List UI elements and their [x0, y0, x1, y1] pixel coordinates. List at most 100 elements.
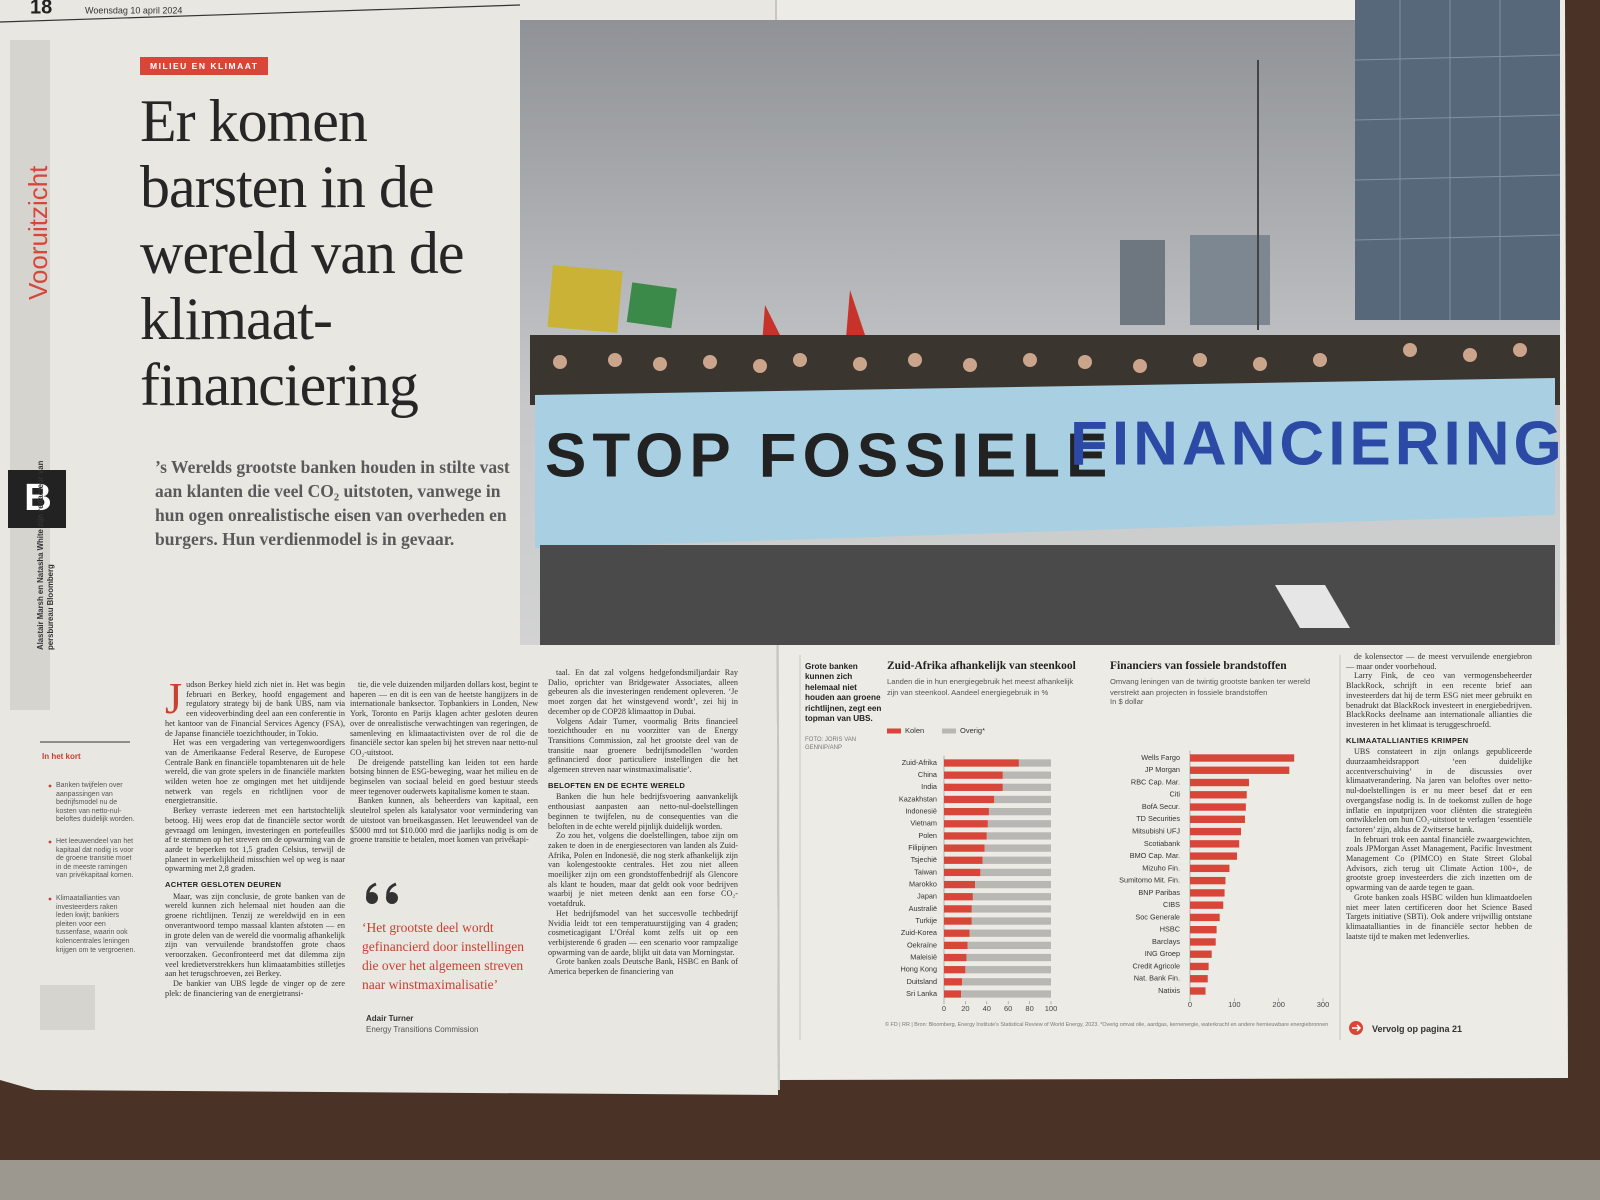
category-label: Duitsland — [907, 977, 937, 986]
bar-segment — [944, 929, 970, 937]
category-label: Credit Agricole — [1133, 961, 1180, 970]
continued: Vervolg op pagina 21 — [1372, 1024, 1463, 1034]
category-label: CIBS — [1163, 900, 1180, 909]
bar — [1190, 913, 1220, 922]
bar — [1190, 987, 1206, 995]
category-label: Kazakhstan — [899, 794, 937, 803]
x-tick-label: 80 — [1025, 1004, 1033, 1013]
section-letter: B — [24, 477, 51, 519]
category-label: BNP Paribas — [1138, 888, 1180, 897]
category-label: Polen — [918, 831, 937, 840]
text-column: taal. En dat zal volgens hedgefondsmilja… — [548, 668, 738, 1046]
bar-segment — [944, 807, 989, 816]
category-label: BMO Cap. Mar. — [1130, 851, 1180, 860]
bar-segment — [962, 978, 1051, 986]
x-tick-label: 0 — [942, 1004, 946, 1013]
banner-text: FINANCIERING — [1070, 409, 1566, 478]
bar-segment — [971, 917, 1051, 925]
arrow-glyph — [1352, 1024, 1362, 1032]
subheading: ACHTER GESLOTEN DEUREN — [165, 880, 282, 890]
quote-author: Adair Turner — [366, 1014, 414, 1023]
bar-segment — [944, 856, 983, 864]
photo-credit: FOTO: JORIS VAN GENNIP/ANP — [805, 737, 857, 751]
section-box — [8, 470, 66, 528]
category-label: Mizuho Fin. — [1142, 863, 1180, 872]
category-label: Vietnam — [910, 819, 937, 828]
category-label: ING Groep — [1145, 949, 1180, 958]
bar-segment — [944, 966, 966, 974]
bar-segment — [944, 832, 987, 840]
category-label: HSBC — [1160, 925, 1180, 934]
paragraph: In februari trok een aantal financiële z… — [1346, 834, 1532, 893]
bar-segment — [944, 893, 973, 901]
x-tick-label: 20 — [961, 1004, 969, 1013]
chart-title: Financiers van fossiele brandstoffen — [1110, 660, 1287, 672]
building — [1190, 235, 1270, 325]
bar-segment — [986, 832, 1051, 840]
bar-segment — [975, 880, 1051, 889]
text-column: tie, die vele duizenden miljarden dollar… — [350, 680, 538, 880]
building-lines — [1354, 0, 1561, 320]
quote-marks — [366, 882, 398, 904]
building — [1120, 240, 1165, 325]
bar-segment — [972, 893, 1051, 901]
x-tick-label: 300 — [1317, 1000, 1330, 1009]
bar-segment — [965, 966, 1051, 974]
bar — [1190, 827, 1241, 836]
paragraph: Het bedrijfsmodel van het succesvolle te… — [548, 908, 738, 957]
bar — [1190, 803, 1246, 811]
building — [1355, 0, 1560, 320]
banner — [535, 378, 1555, 548]
bar — [1190, 950, 1212, 958]
category-label: Taiwan — [914, 867, 937, 876]
sidebar-item: Banken twijfelen over aanpassingen van b… — [56, 782, 135, 824]
photo-caption: Grote banken kunnen zich helemaal niet h… — [805, 662, 882, 724]
paragraph: Zo zou het, volgens die doelstellingen, … — [548, 831, 738, 909]
sidebar-item: Klimaatallianties van investeerders rake… — [56, 895, 136, 954]
paragraph: Grote banken zoals Deutsche Bank, HSBC e… — [548, 957, 738, 977]
bar — [1190, 766, 1290, 774]
flag — [626, 282, 677, 329]
bar — [1190, 901, 1224, 909]
photo: STOP FOSSIELE FINANCIERING — [520, 0, 1566, 645]
bar — [1190, 840, 1240, 848]
subheading: BELOFTEN EN DE ECHTE WERELD — [548, 780, 686, 790]
bar — [1190, 778, 1249, 787]
bar-segment — [944, 990, 962, 998]
bar-segment — [966, 953, 1051, 962]
paragraph: Maar, was zijn conclusie, de grote banke… — [165, 891, 345, 979]
bar-segment — [969, 929, 1051, 937]
paragraph: tie, die vele duizenden miljarden dollar… — [350, 680, 538, 757]
category-label: China — [918, 770, 938, 779]
section-label: Vooruitzicht — [23, 165, 53, 300]
bar-segment — [967, 941, 1051, 950]
category-label: Sumitomo Mit. Fin. — [1119, 876, 1180, 885]
paragraph: Banken die hun hele bedrijfsvoering aanv… — [548, 792, 738, 831]
bar — [1190, 815, 1245, 823]
category-label: Tsjechië — [911, 855, 937, 864]
category-label: Filipijnen — [908, 843, 937, 852]
paragraph: de kolensector — de meest vervuilende en… — [1346, 652, 1532, 671]
category-label: Zuid-Afrika — [902, 758, 938, 767]
x-tick-label: 200 — [1272, 1000, 1285, 1009]
paragraph: Judson Berkey hield zich niet in. Het wa… — [165, 680, 345, 738]
bar — [1190, 962, 1209, 971]
category-label: JP Morgan — [1145, 765, 1180, 774]
paragraph: Banken kunnen, als beheerders van kapita… — [350, 796, 538, 845]
kicker: MILIEU EN KLIMAAT — [140, 57, 269, 75]
road-marking — [1275, 585, 1350, 628]
bar-segment — [944, 820, 988, 828]
category-label: Natixis — [1158, 986, 1180, 995]
bar — [1190, 889, 1225, 897]
paragraph: Volgens Adair Turner, voormalig Brits fi… — [548, 716, 738, 775]
sidebar-block — [40, 985, 95, 1030]
category-label: Japan — [917, 892, 937, 901]
bar-segment — [944, 759, 1019, 767]
bar-segment — [944, 941, 968, 950]
category-label: Mitsubishi UFJ — [1132, 827, 1180, 836]
sidebar-title: In het kort — [42, 752, 81, 761]
x-tick-label: 100 — [1045, 1004, 1058, 1013]
x-tick-label: 100 — [1228, 1000, 1241, 1009]
paragraph: Larry Fink, de ceo van vermogensbeheerde… — [1346, 671, 1532, 729]
paragraph: Grote banken zoals HSBC wilden hun klima… — [1346, 892, 1532, 941]
